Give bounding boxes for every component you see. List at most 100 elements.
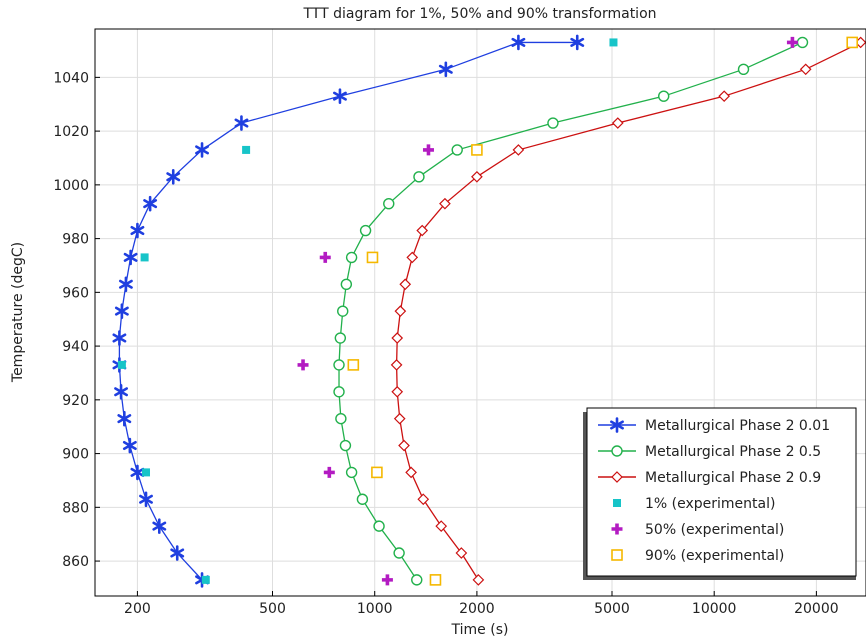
legend-marker [611,523,623,535]
data-point [429,574,442,586]
legend-marker [611,549,623,561]
data-point [472,574,485,586]
legend-entry: Metallurgical Phase 2 0.01 [598,417,830,434]
data-point [737,63,750,76]
y-axis-label: Temperature (degC) [10,242,26,383]
legend-entry: Metallurgical Phase 2 0.9 [598,470,821,486]
data-point [201,575,210,584]
data-point [319,251,331,263]
data-point [435,520,448,532]
data-point [422,144,434,156]
data-point [383,197,395,210]
y-tick-label: 880 [62,500,89,516]
data-point [391,385,404,398]
y-tick-label: 1020 [53,124,89,140]
data-point [609,38,618,47]
data-point [451,144,463,156]
grid [95,29,866,596]
data-point [796,36,809,49]
x-tick-label: 500 [259,601,286,617]
data-point [114,303,129,319]
data-point [366,251,379,264]
y-tick-label: 900 [62,447,89,463]
data-point [570,34,585,51]
data-point [195,142,209,158]
data-point [390,359,403,371]
data-point [471,170,483,183]
data-point [611,117,624,129]
data-point [455,547,468,559]
data-point [140,253,149,262]
series-6 [347,36,859,586]
data-point [118,276,133,293]
legend-label: 1% (experimental) [645,496,775,512]
legend-entry: 50% (experimental) [611,522,784,538]
legend-label: 90% (experimental) [645,548,784,564]
series-5 [297,36,798,586]
data-point [347,359,360,371]
x-tick-label: 2000 [459,601,495,617]
data-point [333,88,347,104]
legend-label: Metallurgical Phase 2 0.5 [645,444,821,460]
data-point [123,249,138,266]
chart-title: TTT diagram for 1%, 50% and 90% transfor… [302,6,656,22]
legend-entry: 90% (experimental) [611,548,784,564]
data-point [340,278,353,290]
data-point [417,493,430,506]
data-point [166,168,181,185]
data-point [438,61,453,78]
y-tick-label: 960 [62,285,89,301]
legend-label: 50% (experimental) [645,522,784,538]
data-point [345,251,358,264]
data-point [333,386,345,398]
data-point [393,412,406,425]
data-point [416,224,429,237]
data-point [471,144,483,156]
data-point [142,468,151,477]
data-point [337,305,349,317]
data-point [373,520,385,532]
data-point [547,117,559,129]
series-line [118,41,578,581]
series-2 [333,36,809,586]
legend-label: Metallurgical Phase 2 0.01 [645,418,830,434]
data-point [394,305,407,318]
data-point [511,34,526,51]
x-axis-label: Time (s) [451,622,509,638]
data-point [334,332,347,344]
data-point [405,466,417,479]
data-point [117,360,126,369]
data-point [391,332,404,344]
data-point [411,574,423,586]
data-point [297,359,309,371]
data-point [234,115,249,131]
series-3 [390,36,866,586]
data-point [152,518,167,534]
data-point [130,464,145,481]
data-point [335,412,347,425]
data-point [170,545,185,561]
y-tick-label: 920 [62,393,89,409]
data-point [413,171,425,183]
data-point [333,359,345,371]
legend-marker [611,445,623,457]
data-point [846,36,859,49]
data-point [512,144,525,156]
data-point [657,90,670,102]
series-marks [112,34,866,588]
data-point [117,410,132,427]
legend-label: Metallurgical Phase 2 0.9 [645,470,821,486]
data-point [359,224,372,237]
data-point [786,36,798,48]
plot-frame [94,28,866,597]
data-point [345,466,358,479]
data-point [439,197,451,210]
x-tick-label: 5000 [594,601,630,617]
series-1 [112,34,585,588]
legend-marker [611,471,623,483]
x-tick-label: 1000 [357,601,393,617]
legend-marker [613,499,621,507]
data-point [143,195,158,212]
data-point [406,251,419,264]
